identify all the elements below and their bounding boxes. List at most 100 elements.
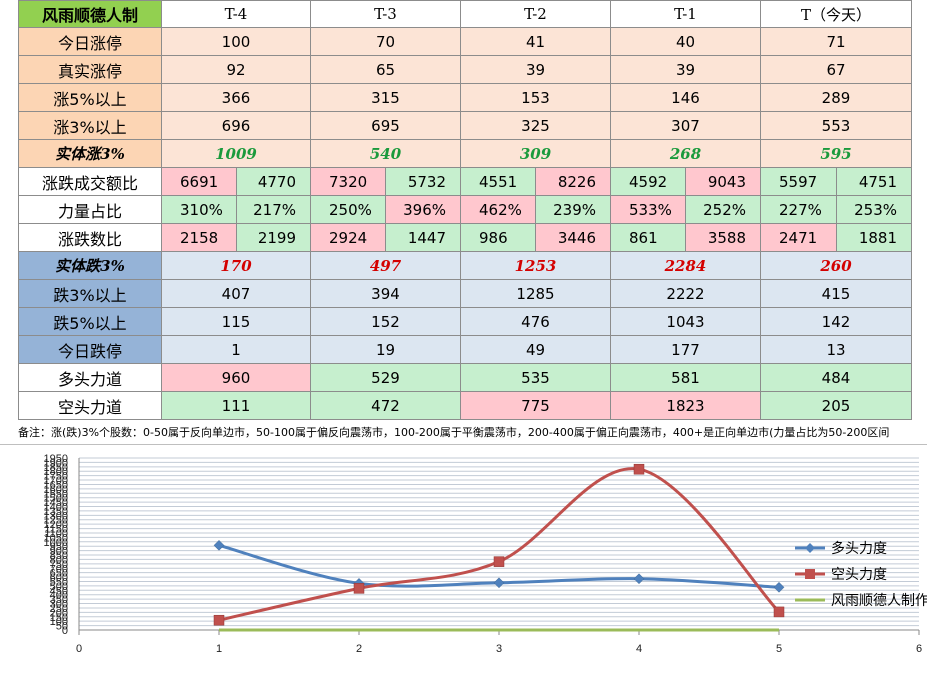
pair-cell-left: 4592 — [611, 168, 686, 196]
pair-cell-right: 239% — [536, 196, 611, 224]
y-tick-label: 950 — [50, 541, 68, 553]
row-label: 多头力道 — [18, 364, 162, 392]
pair-cell-right: 5732 — [386, 168, 461, 196]
value-cell: 1 — [162, 336, 311, 364]
legend-label: 风雨顺德人制作 — [831, 593, 927, 609]
pair-cell-left: 2471 — [761, 224, 837, 252]
x-tick-label: 0 — [76, 643, 82, 655]
value-cell: 71 — [761, 28, 912, 56]
data-point — [493, 556, 505, 567]
row-label: 跌3%以上 — [18, 280, 162, 308]
y-tick-label: 800 — [50, 554, 68, 566]
data-point — [353, 583, 365, 594]
y-tick-label: 500 — [50, 581, 68, 593]
value-cell: 315 — [311, 84, 461, 112]
x-tick-label: 6 — [916, 643, 922, 655]
pair-cell-left: 6691 — [162, 168, 237, 196]
y-tick-label: 200 — [50, 607, 68, 619]
value-cell: 472 — [311, 392, 461, 420]
value-cell: 415 — [761, 280, 912, 308]
value-cell: 289 — [761, 84, 912, 112]
y-tick-label: 1950 — [44, 453, 68, 465]
y-tick-label: 1600 — [44, 484, 68, 496]
value-cell: 13 — [761, 336, 912, 364]
y-tick-label: 1900 — [44, 457, 68, 469]
value-cell: 775 — [461, 392, 611, 420]
value-cell: 1823 — [611, 392, 761, 420]
x-tick-label: 2 — [356, 643, 362, 655]
y-tick-label: 150 — [50, 612, 68, 624]
y-tick-label: 1750 — [44, 471, 68, 483]
value-cell: 142 — [761, 308, 912, 336]
value-cell: 1009 — [162, 140, 311, 168]
y-tick-label: 1250 — [44, 515, 68, 527]
pair-cell-right: 3588 — [686, 224, 761, 252]
row-label: 空头力道 — [18, 392, 162, 420]
pair-cell-left: 2158 — [162, 224, 237, 252]
pair-cell-left: 462% — [461, 196, 536, 224]
y-tick-label: 1400 — [44, 502, 68, 514]
pair-cell-left: 250% — [311, 196, 386, 224]
data-point — [213, 614, 225, 626]
value-cell: 39 — [461, 56, 611, 84]
y-tick-label: 1350 — [44, 506, 68, 518]
value-cell: 497 — [311, 252, 461, 280]
value-cell: 535 — [461, 364, 611, 392]
y-tick-label: 50 — [56, 621, 68, 633]
value-cell: 260 — [761, 252, 912, 280]
value-cell: 146 — [611, 84, 761, 112]
y-tick-label: 1100 — [44, 528, 68, 540]
value-cell: 1043 — [611, 308, 761, 336]
data-point — [773, 606, 785, 618]
pair-cell-right: 4770 — [237, 168, 311, 196]
y-tick-label: 1500 — [44, 493, 68, 505]
value-cell: 581 — [611, 364, 761, 392]
value-cell: 484 — [761, 364, 912, 392]
column-header: T-1 — [611, 0, 761, 28]
value-cell: 309 — [461, 140, 611, 168]
value-cell: 100 — [162, 28, 311, 56]
value-cell: 540 — [311, 140, 461, 168]
data-point — [493, 577, 505, 589]
y-tick-label: 400 — [50, 590, 68, 602]
data-point — [633, 463, 645, 475]
data-point — [773, 581, 785, 593]
pair-cell-right: 8226 — [536, 168, 611, 196]
y-tick-label: 850 — [50, 550, 68, 562]
value-cell: 205 — [761, 392, 912, 420]
x-tick-label: 5 — [776, 643, 782, 655]
value-cell: 19 — [311, 336, 461, 364]
pair-cell-left: 986 — [461, 224, 536, 252]
pair-cell-left: 227% — [761, 196, 837, 224]
column-header: T-3 — [311, 0, 461, 28]
y-tick-label: 1700 — [44, 475, 68, 487]
y-tick-label: 1200 — [44, 519, 68, 531]
value-cell: 40 — [611, 28, 761, 56]
value-cell: 67 — [761, 56, 912, 84]
value-cell: 595 — [761, 140, 912, 168]
y-tick-label: 550 — [50, 576, 68, 588]
row-label: 今日涨停 — [18, 28, 162, 56]
column-header: T-2 — [461, 0, 611, 28]
pair-cell-left: 861 — [611, 224, 686, 252]
pair-cell-right: 396% — [386, 196, 461, 224]
y-tick-label: 300 — [50, 599, 68, 611]
value-cell: 366 — [162, 84, 311, 112]
pair-cell-right: 1447 — [386, 224, 461, 252]
y-tick-label: 0 — [62, 625, 68, 637]
legend-label: 多头力度 — [831, 540, 887, 557]
y-tick-label: 350 — [50, 594, 68, 606]
value-cell: 407 — [162, 280, 311, 308]
value-cell: 1285 — [461, 280, 611, 308]
row-label: 涨5%以上 — [18, 84, 162, 112]
legend-label: 空头力度 — [831, 567, 887, 583]
data-point — [633, 573, 645, 585]
y-tick-label: 250 — [50, 603, 68, 615]
legend-marker — [805, 543, 815, 553]
y-tick-label: 1150 — [44, 524, 68, 536]
row-label: 今日跌停 — [18, 336, 162, 364]
pair-cell-right: 1881 — [837, 224, 912, 252]
value-cell: 325 — [461, 112, 611, 140]
pair-cell-left: 4551 — [461, 168, 536, 196]
pair-cell-right: 252% — [686, 196, 761, 224]
